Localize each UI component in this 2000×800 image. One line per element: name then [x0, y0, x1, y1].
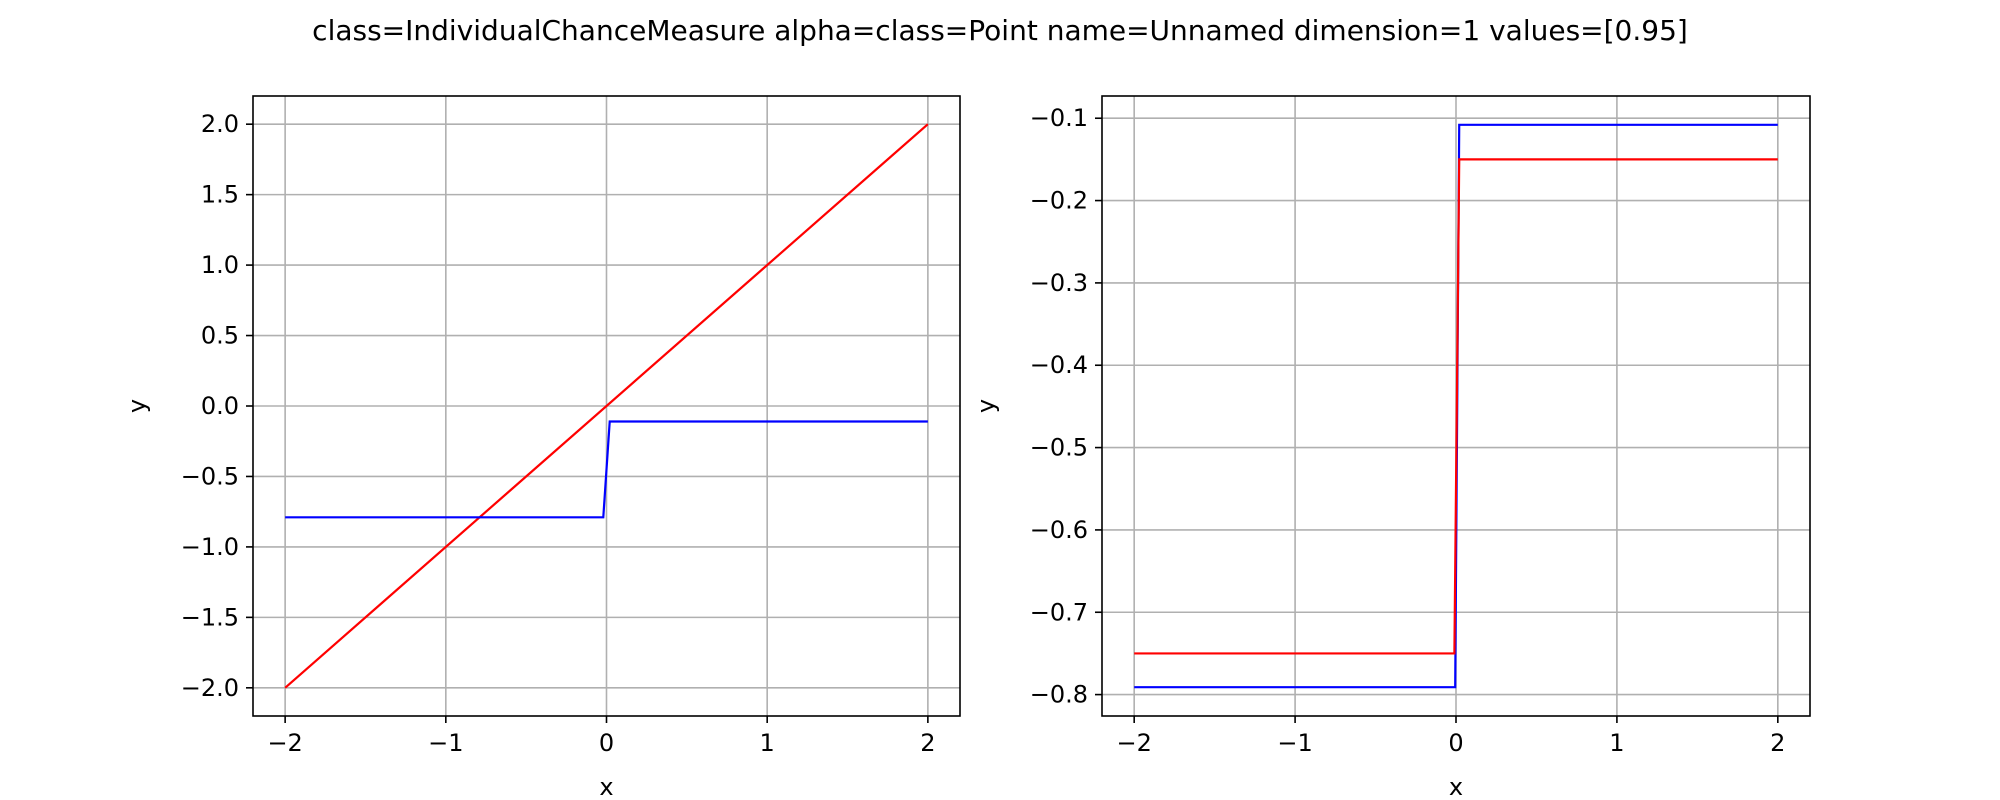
y-tick-label: −0.1: [1030, 104, 1088, 132]
subplot-right: −2 −1 0 1 2 −0.8 −0.7 −0.6 −0.5 −0.4 −0.3 −0.2 −0.1 x…: [972, 95, 1811, 800]
y-tick-label: −0.4: [1030, 351, 1088, 379]
x-axis-label: x: [599, 773, 613, 800]
y-axis-label: y: [123, 399, 151, 413]
y-tick-label: −0.3: [1030, 269, 1088, 297]
y-tick-label: 2.0: [201, 110, 239, 138]
subplot-left: −2 −1 0 1 2 −2.0 −1.5 −1.0 −0.5 0.0 0.5 1.0 1.5 2.0 x y: [123, 95, 961, 800]
series-group: [284, 123, 929, 689]
series-line-red: [284, 123, 929, 689]
series-line-red: [1134, 158, 1778, 655]
y-tick-label: −2.0: [181, 674, 239, 702]
x-tick-label: 2: [920, 729, 935, 757]
y-tick-label: −0.8: [1030, 681, 1088, 709]
y-tick-label: −0.5: [181, 462, 239, 490]
y-tick-label: 1.5: [201, 181, 239, 209]
y-tick-label: −0.7: [1030, 598, 1088, 626]
x-tick-label: 1: [1609, 729, 1624, 757]
series-group: [1134, 123, 1778, 689]
x-tick-label: 0: [1448, 729, 1463, 757]
x-axis-label: x: [1449, 773, 1463, 800]
x-tick-label: −1: [428, 729, 463, 757]
y-tick-label: −0.2: [1030, 187, 1088, 215]
y-tick-label: −0.6: [1030, 516, 1088, 544]
y-tick-label: 1.0: [201, 251, 239, 279]
figure-suptitle: class=IndividualChanceMeasure alpha=clas…: [312, 14, 1688, 47]
x-tick-label: 2: [1770, 729, 1785, 757]
x-tick-label: −1: [1277, 729, 1312, 757]
y-tick-label: −1.5: [181, 603, 239, 631]
y-tick-label: 0.5: [201, 322, 239, 350]
y-axis-label: y: [972, 399, 1000, 413]
y-tick-label: −0.5: [1030, 434, 1088, 462]
x-tick-label: 1: [760, 729, 775, 757]
x-tick-label: −2: [1116, 729, 1151, 757]
x-tick-label: 0: [599, 729, 614, 757]
series-line-blue: [285, 420, 928, 519]
y-tick-label: 0.0: [201, 392, 239, 420]
y-tick-label: −1.0: [181, 533, 239, 561]
x-tick-label: −2: [267, 729, 302, 757]
